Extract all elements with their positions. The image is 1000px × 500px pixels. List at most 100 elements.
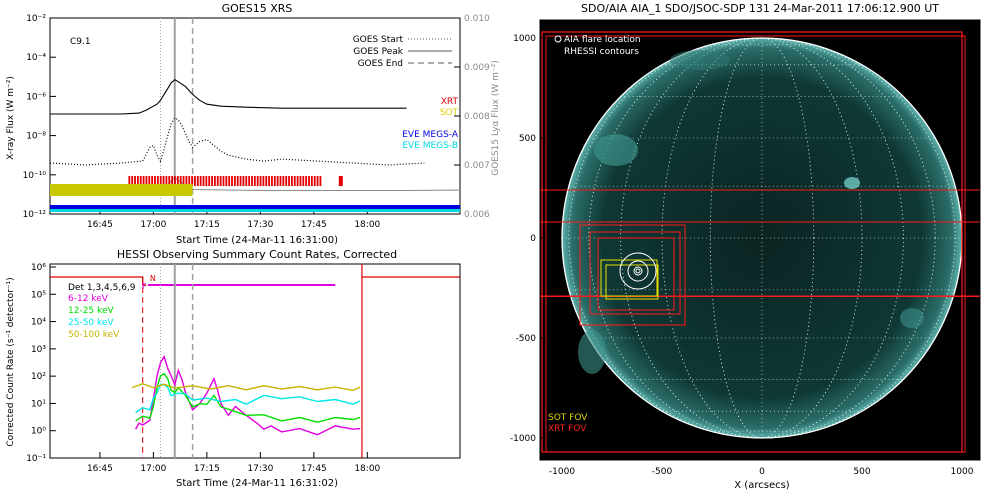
goes-x-tick-label: 16:45	[87, 220, 113, 230]
goes-y2-tick-label: 0.009	[464, 63, 490, 73]
hessi-y-axis: 10⁶ 10⁵ 10⁴ 10³ 10² 10¹ 10⁰ 10⁻¹	[26, 263, 56, 464]
hessi-series	[131, 354, 361, 436]
goes-xrt-coverage-tick	[168, 176, 171, 186]
goes-xrt-coverage-tick	[285, 176, 288, 186]
hessi-state-flags: FN	[50, 264, 460, 458]
goes-title: GOES15 XRS	[222, 2, 293, 15]
goes-xrt-coverage-tick	[196, 176, 199, 186]
goes-y-axis: 10⁻² 10⁻⁴ 10⁻⁶ 10⁻⁸ 10⁻¹⁰ 10⁻¹²	[23, 14, 56, 220]
hessi-y-label: Corrected Count Rate (s⁻¹ detector⁻¹)	[6, 277, 16, 446]
hessi-y-tick-label: 10⁶	[31, 263, 46, 273]
goes-xrt-coverage-tick	[142, 176, 145, 186]
goes-x-tick-label: 17:15	[194, 220, 220, 230]
aia-legend-flare: AIA flare location	[564, 35, 641, 45]
aia-y-tick-label: -1000	[510, 434, 536, 444]
hessi-flag-label-n: N	[150, 274, 156, 283]
goes-xrt-coverage-tick	[188, 176, 191, 186]
aia-legend-contours: RHESSI contours	[564, 47, 639, 57]
goes-xrt-coverage-tick	[205, 176, 208, 186]
active-region-south-east	[578, 330, 606, 374]
goes-x-tick-label: 18:00	[354, 220, 380, 230]
goes-xrt-coverage-tick	[296, 176, 299, 186]
goes-xrt-coverage-tick	[182, 176, 185, 186]
aia-y-tick-label: 0	[530, 234, 536, 244]
goes-xrt-coverage-tick	[276, 176, 279, 186]
goes-xrt-coverage-tick	[268, 176, 270, 186]
goes-xrt-coverage-tick	[154, 176, 156, 186]
hessi-panel: HESSI Observing Summary Count Rates, Cor…	[6, 248, 461, 489]
aia-frame	[539, 19, 981, 461]
aia-fov-label-xrt: XRT FOV	[548, 424, 587, 434]
hessi-legend-label: 6-12 keV	[68, 294, 109, 304]
goes-xrt-coverage-tick	[313, 176, 316, 186]
aia-x-tick-label: -1000	[549, 467, 575, 477]
goes-xrt-coverage-tick	[151, 176, 154, 186]
aia-y-tick-label: 500	[519, 134, 536, 144]
sot-fov-boxes	[600, 259, 659, 300]
active-region-center-north	[844, 177, 860, 189]
goes-xrt-coverage-tick	[228, 176, 231, 186]
active-region-east-north	[594, 134, 638, 166]
goes-legend: GOES Start GOES Peak GOES End	[353, 35, 452, 69]
goes-x-tick-label: 17:45	[301, 220, 327, 230]
aia-x-tick-label: -500	[652, 467, 673, 477]
goes-xrt-coverage-tick	[225, 176, 228, 186]
goes-xrt-coverage-tick	[305, 176, 308, 186]
goes-y2-tick-label: 0.010	[464, 14, 490, 24]
goes-legend-label: GOES Start	[353, 35, 404, 45]
goes-xrt-coverage-tick	[214, 176, 216, 186]
goes-xrt-coverage-tick	[128, 176, 131, 186]
aia-x-tick-label: 0	[759, 467, 765, 477]
goes-xrt-coverage-tick	[279, 176, 282, 186]
hessi-series-line-3	[131, 382, 361, 392]
goes-xrt-coverage-tick	[219, 176, 222, 186]
hessi-x-tick-label: 16:45	[87, 464, 113, 474]
goes-y2-tick-label: 0.006	[464, 210, 490, 220]
goes-xrt-coverage-tick	[242, 176, 245, 186]
goes-xrt-coverage-tick	[165, 176, 168, 186]
goes-y2-tick-label: 0.008	[464, 112, 490, 122]
hessi-series-line-1	[135, 372, 361, 423]
goes-legend-label: GOES Peak	[353, 47, 403, 57]
goes-xrt-coverage-tick	[202, 176, 205, 186]
hessi-x-tick-label: 17:30	[247, 464, 273, 474]
aia-fov-label-sot: SOT FOV	[548, 413, 588, 423]
goes-xrt-coverage-tick	[282, 176, 285, 186]
goes-instrument-label: EVE MEGS-A	[402, 130, 459, 140]
hessi-x-axis: 16:45 17:00 17:15 17:30 17:45 18:00	[87, 452, 381, 474]
goes-coverage-bar-eve-megs-b	[50, 209, 460, 212]
goes-instrument-label: EVE MEGS-B	[402, 141, 458, 151]
goes-coverage-bar-eve-megs-a	[50, 205, 460, 209]
hessi-series-line-2	[135, 383, 361, 414]
goes-instrument-label: SOT	[440, 108, 459, 118]
goes-x-label: Start Time (24-Mar-11 16:31:00)	[176, 235, 338, 246]
goes-legend-label: GOES End	[358, 59, 403, 69]
goes-y-tick-label: 10⁻¹⁰	[23, 171, 47, 181]
aia-legend-circle-icon	[554, 35, 562, 43]
goes-y-tick-label: 10⁻¹²	[23, 210, 47, 220]
aia-x-tick-label: 1000	[951, 467, 974, 477]
hessi-legend-label: 12-25 keV	[68, 306, 114, 316]
hessi-y-tick-label: 10¹	[31, 399, 46, 409]
goes-xrt-coverage-tick	[310, 176, 313, 186]
goes-xrt-coverage-tick	[253, 176, 256, 186]
goes-xrt-coverage-tick	[136, 176, 139, 186]
goes-xrt-coverage-tick	[308, 176, 310, 186]
goes-xrt-coverage-tick	[211, 176, 213, 186]
goes-x-tick-label: 17:30	[247, 220, 273, 230]
goes-y-label: X-ray Flux (W m⁻²)	[6, 76, 16, 160]
active-region-north-limb	[670, 50, 730, 70]
aia-title: SDO/AIA AIA_1 SDO/JSOC-SDP 131 24-Mar-20…	[581, 2, 939, 15]
goes-panel: GOES15 XRS 10⁻² 10⁻⁴ 10⁻⁶ 10⁻⁸ 10⁻¹⁰ 10⁻¹² 0.…	[6, 2, 501, 246]
hessi-y-tick-label: 10³	[31, 345, 46, 355]
hessi-legend: Det 1,3,4,5,6,96-12 keV 12-25 keV 25-50 ke…	[68, 283, 136, 340]
goes-xrt-coverage-tick	[159, 176, 162, 186]
goes-y2-tick-label: 0.007	[464, 161, 490, 171]
goes-xrt-coverage-tick	[251, 176, 253, 186]
aia-panel: SDO/AIA AIA_1 SDO/JSOC-SDP 131 24-Mar-20…	[510, 2, 981, 491]
longitude-line	[709, 37, 815, 439]
hessi-legend-label: 50-100 keV	[68, 330, 120, 340]
goes-coverage-bars	[50, 176, 460, 212]
hessi-flag-label-f: F	[142, 282, 147, 291]
aia-y-tick-label: 1000	[513, 34, 536, 44]
